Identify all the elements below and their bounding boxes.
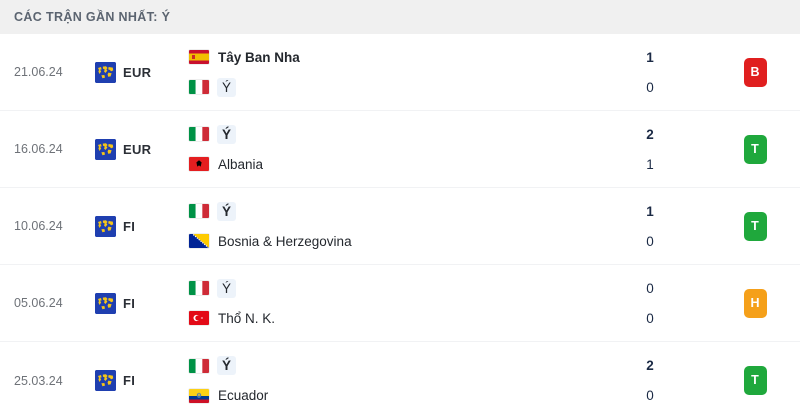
competition-cell[interactable]: EUR [95,61,185,83]
teams-cell: Tây Ban Nha Ý [185,49,590,97]
away-score: 0 [646,310,654,326]
world-map-icon [95,292,116,314]
recent-matches-widget: CÁC TRẬN GẦN NHẤT: Ý 21.06.24 EUR Tây Ban … [0,0,800,403]
match-date: 10.06.24 [14,219,63,233]
world-map-icon [95,215,116,237]
flag-italy-icon [189,281,209,295]
result-cell: T [710,211,800,241]
status-badge[interactable]: T [743,366,767,395]
team-name[interactable]: Albania [218,156,264,172]
result-cell: H [710,288,800,318]
team-name[interactable]: Ý [217,124,237,144]
match-list: 21.06.24 EUR Tây Ban Nha Ý 1 0 B 16.06.24 EUR Ý Al… [0,34,800,419]
world-map-icon [95,370,116,391]
team-name[interactable]: Ý [217,77,237,97]
world-map-icon [95,61,116,83]
home-score: 2 [646,358,654,373]
team-name[interactable]: Ecuador [218,388,269,403]
competition-cell[interactable]: FI [95,370,185,391]
flag-italy-icon [189,204,209,218]
competition-code: FI [123,218,136,234]
panel-header: CÁC TRẬN GẦN NHẤT: Ý [0,0,800,34]
match-date: 16.06.24 [14,142,63,156]
result-cell: T [710,366,800,395]
away-score: 1 [646,156,654,172]
flag-italy-icon [189,127,209,141]
result-cell: T [710,134,800,164]
flag-italy-icon [189,358,209,373]
table-row[interactable]: 21.06.24 EUR Tây Ban Nha Ý 1 0 B [0,34,800,111]
match-date: 05.06.24 [14,296,63,310]
match-date: 25.03.24 [14,373,63,388]
home-score: 0 [646,280,654,296]
flag-spain-icon [189,50,209,64]
teams-cell: Ý Albania [185,124,590,173]
home-score: 1 [646,203,654,219]
flag-italy-icon [189,80,209,94]
team-line[interactable]: Tây Ban Nha [189,49,590,66]
teams-cell: Ý Ecuador [185,356,590,404]
home-score: 1 [646,49,654,65]
competition-code: FI [123,373,136,388]
team-line[interactable]: Bosnia & Herzegovina [189,233,590,250]
status-badge[interactable]: T [743,211,767,241]
competition-cell[interactable]: FI [95,292,185,314]
team-name[interactable]: Tây Ban Nha [218,49,300,65]
team-line[interactable]: Ý [189,356,590,375]
home-score: 2 [646,126,654,142]
competition-cell[interactable]: FI [95,215,185,237]
page-title: CÁC TRẬN GẦN NHẤT: Ý [14,10,171,24]
team-name[interactable]: Thổ N. K. [218,310,276,326]
away-score: 0 [646,79,654,95]
status-badge[interactable]: H [743,288,767,318]
competition-cell[interactable]: EUR [95,138,185,160]
team-line[interactable]: Thổ N. K. [189,310,590,327]
competition-code: EUR [123,64,152,80]
table-row[interactable]: 25.03.24 FI Ý Ecuador 2 0 T [0,342,800,419]
flag-albania-icon [189,157,209,171]
table-row[interactable]: 16.06.24 EUR Ý Albania 2 1 T [0,111,800,188]
away-score: 0 [646,388,654,403]
team-line[interactable]: Ý [189,77,590,97]
team-name[interactable]: Ý [217,356,237,375]
table-row[interactable]: 05.06.24 FI Ý Thổ N. K. 0 0 H [0,265,800,342]
away-score: 0 [646,233,654,249]
team-line[interactable]: Ý [189,278,590,298]
status-badge[interactable]: T [743,134,767,164]
table-row[interactable]: 10.06.24 FI Ý Bosnia & Herzegovina 1 0 T [0,188,800,265]
team-name[interactable]: Ý [217,278,237,298]
result-cell: B [710,57,800,87]
flag-turkey-icon [189,311,209,325]
team-line[interactable]: Albania [189,156,590,173]
flag-bosnia-icon [189,234,209,248]
status-badge[interactable]: B [743,57,767,87]
world-map-icon [95,138,116,160]
flag-ecuador-icon [189,388,209,403]
match-date: 21.06.24 [14,65,63,79]
team-name[interactable]: Bosnia & Herzegovina [218,233,352,249]
competition-code: EUR [123,141,152,157]
teams-cell: Ý Thổ N. K. [185,278,590,327]
teams-cell: Ý Bosnia & Herzegovina [185,201,590,250]
team-line[interactable]: Ý [189,124,590,144]
team-name[interactable]: Ý [217,201,237,221]
competition-code: FI [123,295,136,311]
team-line[interactable]: Ecuador [189,387,590,404]
team-line[interactable]: Ý [189,201,590,221]
